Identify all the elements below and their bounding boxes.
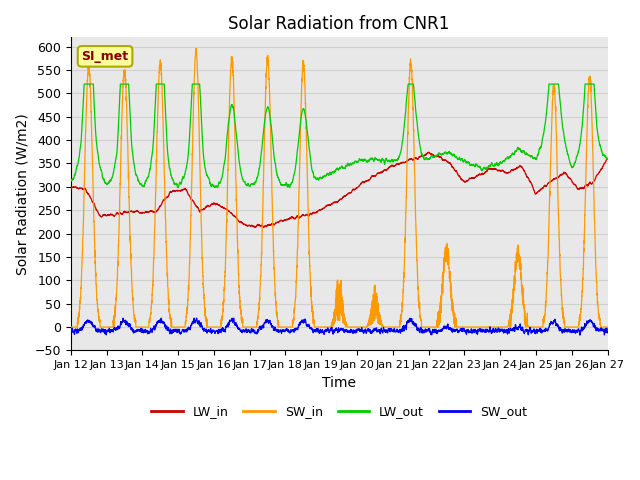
Y-axis label: Solar Radiation (W/m2): Solar Radiation (W/m2) (15, 113, 29, 275)
Legend: LW_in, SW_in, LW_out, SW_out: LW_in, SW_in, LW_out, SW_out (147, 400, 532, 423)
X-axis label: Time: Time (322, 376, 356, 390)
Text: SI_met: SI_met (81, 50, 129, 63)
Title: Solar Radiation from CNR1: Solar Radiation from CNR1 (228, 15, 450, 33)
